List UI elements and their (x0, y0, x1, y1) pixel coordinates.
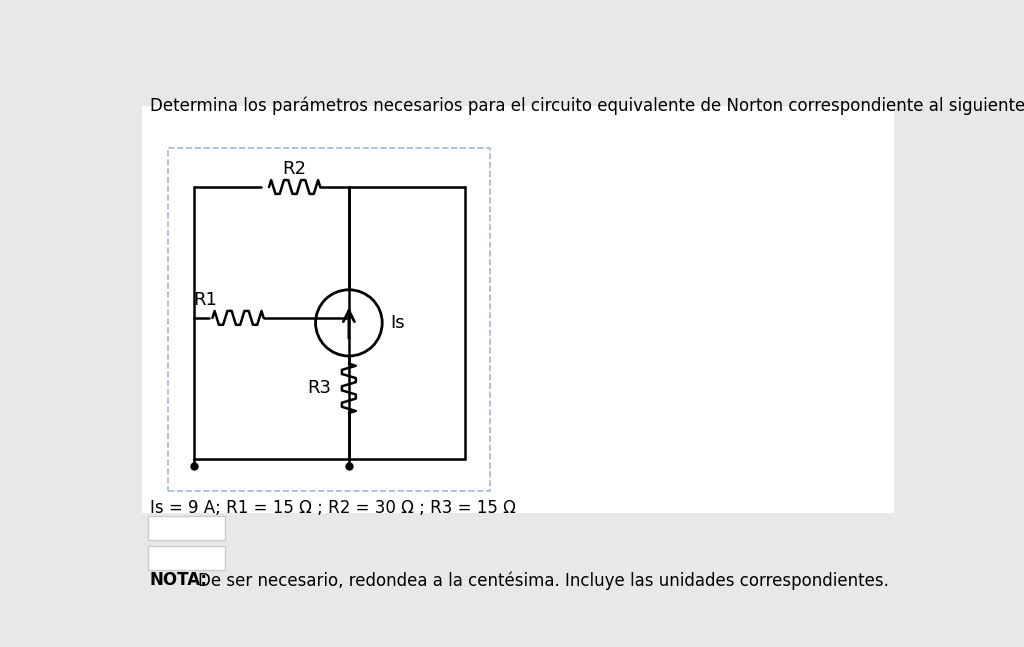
Text: R1: R1 (194, 291, 217, 309)
Text: R3: R3 (307, 379, 332, 397)
FancyBboxPatch shape (168, 148, 489, 491)
Text: NOTA:: NOTA: (150, 571, 208, 589)
FancyBboxPatch shape (148, 516, 225, 540)
Text: De ser necesario, redondea a la centésima. Incluye las unidades correspondientes: De ser necesario, redondea a la centésim… (198, 571, 889, 589)
FancyBboxPatch shape (142, 106, 894, 512)
Text: Is = 9 A; R1 = 15 Ω ; R2 = 30 Ω ; R3 = 15 Ω: Is = 9 A; R1 = 15 Ω ; R2 = 30 Ω ; R3 = 1… (150, 499, 515, 517)
FancyBboxPatch shape (148, 546, 225, 569)
Text: Is: Is (390, 314, 404, 332)
Text: $I_N$ =: $I_N$ = (150, 514, 183, 534)
Text: R2: R2 (283, 160, 306, 178)
Text: $R_N$ =: $R_N$ = (150, 545, 189, 565)
Text: Determina los parámetros necesarios para el circuito equivalente de Norton corre: Determina los parámetros necesarios para… (150, 97, 1024, 115)
